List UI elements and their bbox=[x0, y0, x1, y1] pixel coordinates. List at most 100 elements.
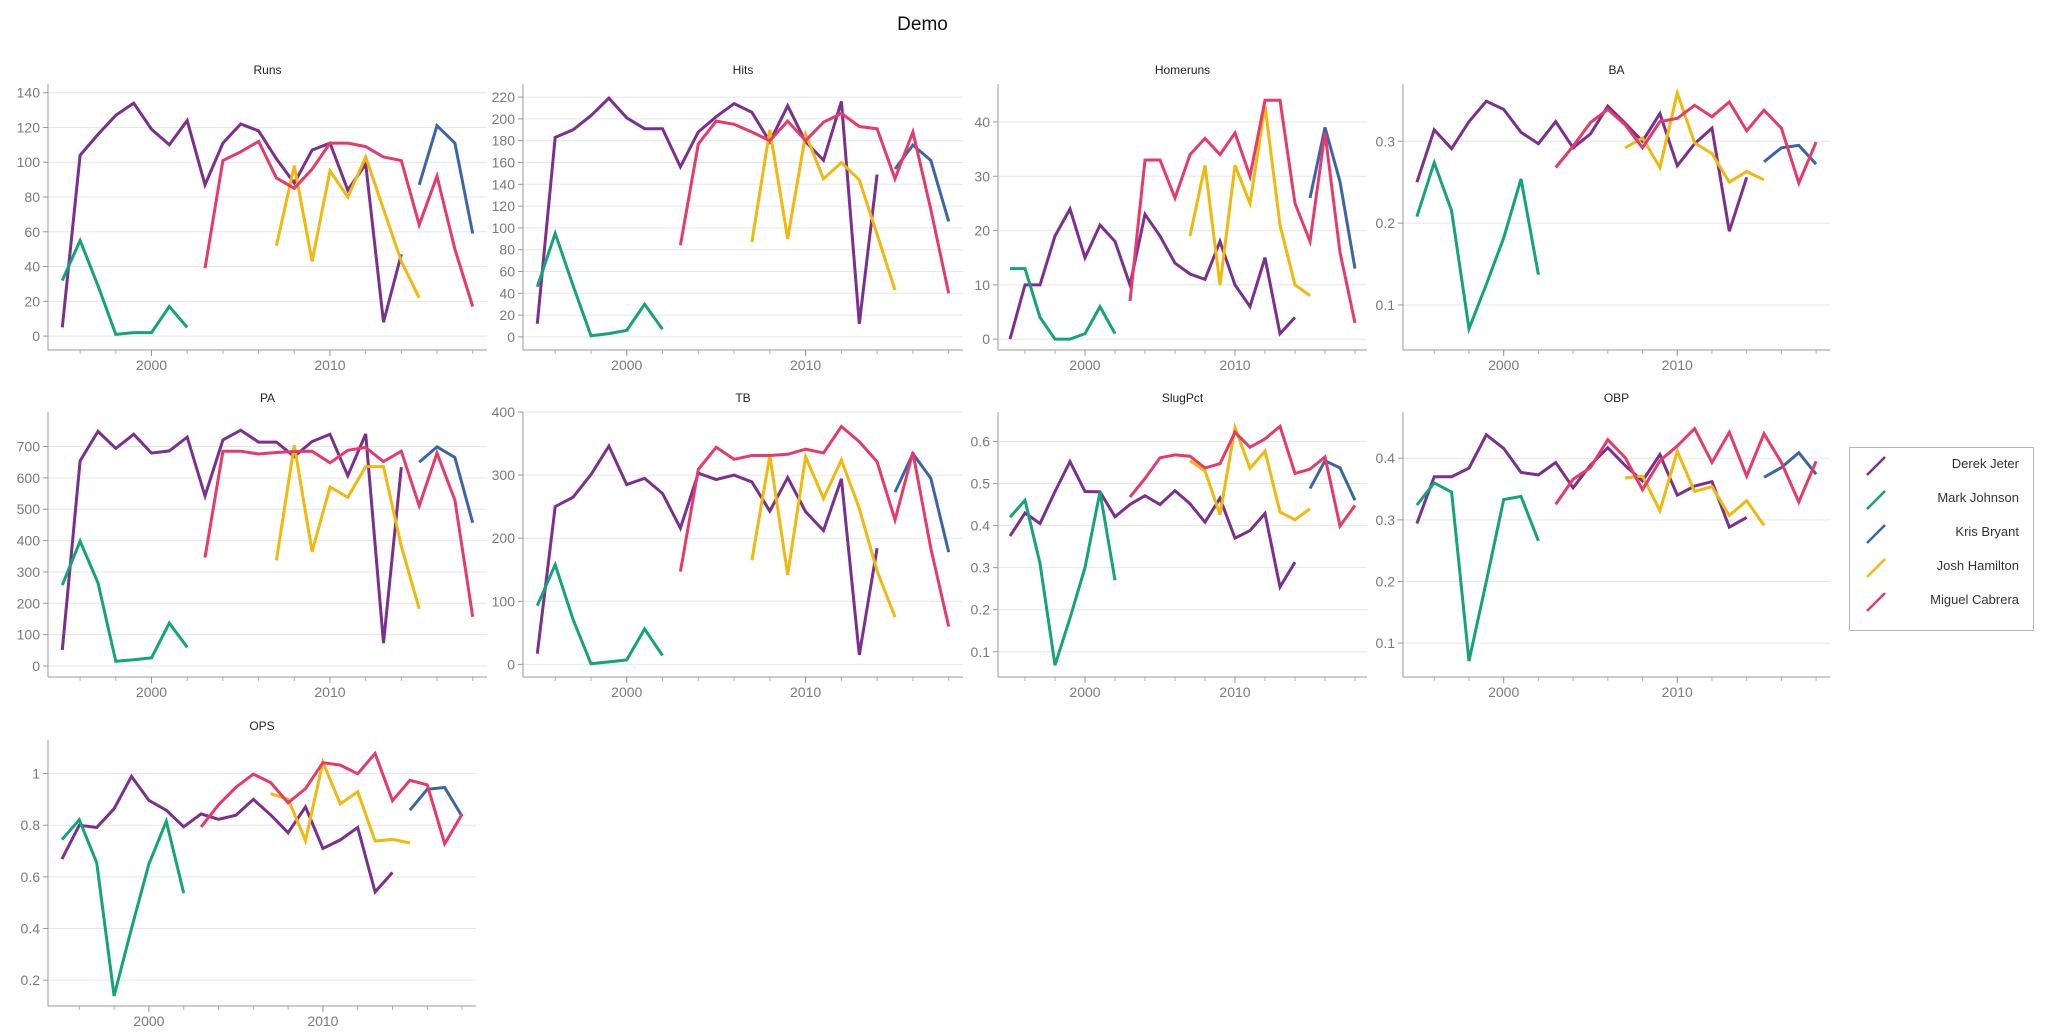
series-line-derek-jeter bbox=[1415, 99, 1749, 232]
x-tick-label: 2010 bbox=[1219, 684, 1250, 700]
legend-item: Kris Bryant bbox=[1850, 516, 2035, 550]
y-tick-label: 100 bbox=[17, 627, 41, 643]
x-tick-label: 2000 bbox=[611, 684, 642, 700]
series-line-derek-jeter bbox=[1008, 458, 1297, 592]
series-line-derek-jeter bbox=[60, 101, 403, 328]
y-tick-label: 0.6 bbox=[971, 433, 991, 449]
y-tick-label: 0.2 bbox=[1376, 573, 1396, 589]
x-tick-label: 2000 bbox=[1069, 684, 1100, 700]
x-tick-label: 2000 bbox=[136, 684, 167, 700]
y-tick-label: 0.3 bbox=[971, 560, 991, 576]
series-line-kris-bryant bbox=[408, 785, 464, 818]
legend-item: Derek Jeter bbox=[1850, 448, 2035, 482]
series-line-derek-jeter bbox=[535, 442, 879, 656]
y-tick-label: 20 bbox=[24, 293, 40, 309]
y-tick-label: 40 bbox=[974, 114, 990, 130]
chart-panel-pa: PA 0 100 200 300 400 500 600 700 2000 2010 bbox=[17, 391, 487, 700]
x-tick-label: 2010 bbox=[790, 357, 821, 373]
y-tick-label: 0.6 bbox=[21, 869, 41, 885]
series-line-josh-hamilton bbox=[1625, 446, 1766, 527]
series-line-kris-bryant bbox=[1308, 127, 1357, 269]
x-tick-label: 2000 bbox=[133, 1013, 164, 1029]
series-line-josh-hamilton bbox=[750, 451, 897, 618]
y-tick-label: 600 bbox=[17, 470, 41, 486]
legend-line-icon bbox=[1866, 592, 1886, 612]
y-tick-label: 0.4 bbox=[1376, 450, 1396, 466]
legend-line-icon bbox=[1866, 558, 1886, 578]
series-line-mark-johnson bbox=[60, 537, 189, 663]
y-tick-label: 20 bbox=[499, 307, 515, 323]
chart-panel-tb: TB 0 100 200 300 400 2000 2010 bbox=[492, 391, 963, 700]
series-line-miguel-cabrera bbox=[1554, 426, 1818, 506]
chart-panel-ba: BA 0.1 0.2 0.3 2000 2010 bbox=[1376, 63, 1830, 373]
legend: Derek Jeter Mark Johnson Kris Bryant Jos… bbox=[1849, 447, 2034, 631]
chart-panel-slugpct: SlugPct 0.1 0.2 0.3 0.4 0.5 0.6 2000 2010 bbox=[971, 391, 1367, 700]
series-line-mark-johnson bbox=[1010, 267, 1117, 341]
y-tick-label: 300 bbox=[17, 564, 41, 580]
series-line-kris-bryant bbox=[417, 122, 475, 234]
series-line-josh-hamilton bbox=[274, 152, 421, 299]
series-line-miguel-cabrera bbox=[678, 111, 951, 294]
y-tick-label: 0.4 bbox=[971, 518, 991, 534]
y-tick-label: 0.2 bbox=[1376, 215, 1396, 231]
y-tick-label: 700 bbox=[17, 438, 41, 454]
series-line-mark-johnson bbox=[1008, 491, 1117, 666]
subplot-title: SlugPct bbox=[1162, 391, 1204, 405]
y-tick-label: 0.1 bbox=[1376, 297, 1396, 313]
legend-label: Mark Johnson bbox=[1937, 490, 2019, 505]
subplot-title: OBP bbox=[1604, 391, 1629, 405]
y-tick-label: 0 bbox=[32, 328, 40, 344]
y-tick-label: 0 bbox=[507, 329, 515, 345]
series-line-josh-hamilton bbox=[1624, 87, 1765, 185]
y-tick-label: 200 bbox=[492, 111, 516, 127]
series-line-mark-johnson bbox=[535, 228, 664, 338]
series-line-miguel-cabrera bbox=[203, 139, 475, 307]
series-line-kris-bryant bbox=[418, 444, 475, 524]
series-line-derek-jeter bbox=[535, 96, 879, 324]
legend-label: Josh Hamilton bbox=[1936, 558, 2019, 573]
y-tick-label: 120 bbox=[492, 198, 516, 214]
x-tick-label: 2010 bbox=[314, 684, 345, 700]
y-tick-label: 400 bbox=[492, 404, 516, 420]
x-tick-label: 2010 bbox=[314, 357, 345, 373]
chart-panel-ops: OPS 0.2 0.4 0.6 0.8 1 2000 2010 bbox=[21, 719, 476, 1029]
y-tick-label: 300 bbox=[492, 467, 516, 483]
series-line-kris-bryant bbox=[893, 450, 951, 553]
legend-item: Miguel Cabrera bbox=[1850, 584, 2035, 618]
y-tick-label: 60 bbox=[24, 224, 40, 240]
series-line-miguel-cabrera bbox=[1554, 99, 1818, 188]
series-line-mark-johnson bbox=[535, 560, 664, 666]
figure-title: Demo bbox=[897, 14, 948, 35]
series-line-josh-hamilton bbox=[274, 444, 421, 610]
subplot-title: Homeruns bbox=[1155, 63, 1210, 77]
y-tick-label: 200 bbox=[492, 530, 516, 546]
subplot-title: OPS bbox=[249, 719, 274, 733]
chart-panel-hits: Hits 0 20 40 60 80 100 120 140 160 180 200 220 2000 20… bbox=[492, 63, 963, 373]
series-line-miguel-cabrera bbox=[203, 445, 475, 618]
y-tick-label: 10 bbox=[974, 277, 990, 293]
series-line-mark-johnson bbox=[1415, 480, 1540, 662]
y-tick-label: 60 bbox=[499, 264, 515, 280]
x-tick-label: 2010 bbox=[790, 684, 821, 700]
y-tick-label: 220 bbox=[492, 89, 516, 105]
x-tick-label: 2010 bbox=[1219, 357, 1250, 373]
x-tick-label: 2000 bbox=[1488, 357, 1519, 373]
chart-panel-homeruns: Homeruns 0 10 20 30 40 2000 2010 bbox=[974, 63, 1367, 373]
x-tick-label: 2000 bbox=[1069, 357, 1100, 373]
y-tick-label: 0.4 bbox=[21, 921, 41, 937]
series-line-miguel-cabrera bbox=[199, 750, 464, 848]
y-tick-label: 40 bbox=[499, 285, 515, 301]
subplot-title: Runs bbox=[253, 63, 281, 77]
legend-item: Josh Hamilton bbox=[1850, 550, 2035, 584]
subplot-title: BA bbox=[1608, 63, 1624, 77]
y-tick-label: 80 bbox=[24, 189, 40, 205]
y-tick-label: 0 bbox=[32, 658, 40, 674]
legend-label: Kris Bryant bbox=[1955, 524, 2019, 539]
series-line-kris-bryant bbox=[1763, 143, 1818, 166]
y-tick-label: 200 bbox=[17, 595, 41, 611]
series-line-derek-jeter bbox=[1415, 432, 1748, 530]
y-tick-label: 100 bbox=[492, 593, 516, 609]
x-tick-label: 2000 bbox=[136, 357, 167, 373]
legend-label: Miguel Cabrera bbox=[1930, 592, 2019, 607]
